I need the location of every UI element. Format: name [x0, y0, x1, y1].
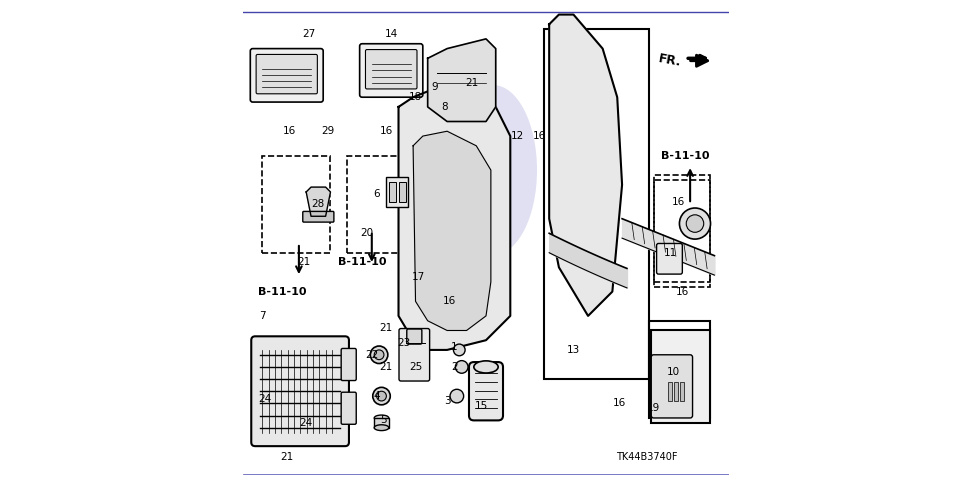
- Bar: [669, 382, 673, 401]
- Text: 13: 13: [567, 345, 580, 355]
- Bar: [399, 182, 406, 202]
- Polygon shape: [399, 87, 510, 350]
- Circle shape: [450, 389, 464, 403]
- Circle shape: [374, 350, 384, 360]
- Text: 22: 22: [365, 350, 378, 360]
- Bar: [675, 382, 678, 401]
- Text: 20: 20: [361, 228, 373, 238]
- Polygon shape: [549, 15, 622, 316]
- Circle shape: [455, 361, 469, 373]
- FancyBboxPatch shape: [657, 243, 682, 274]
- Text: 19: 19: [647, 403, 660, 413]
- Text: 4: 4: [373, 391, 380, 401]
- FancyBboxPatch shape: [341, 348, 356, 381]
- Text: 16: 16: [283, 126, 295, 136]
- Text: 25: 25: [409, 362, 422, 372]
- FancyBboxPatch shape: [251, 49, 323, 102]
- FancyBboxPatch shape: [651, 355, 692, 418]
- Ellipse shape: [374, 425, 389, 431]
- Text: B-11-10: B-11-10: [258, 287, 306, 296]
- Text: 2: 2: [451, 362, 458, 372]
- Text: 6: 6: [373, 190, 380, 199]
- Text: 17: 17: [411, 272, 425, 282]
- Text: 18: 18: [409, 92, 422, 102]
- Text: 7: 7: [260, 311, 265, 321]
- Text: 28: 28: [312, 199, 325, 209]
- Circle shape: [373, 387, 390, 405]
- FancyBboxPatch shape: [256, 54, 317, 94]
- FancyBboxPatch shape: [406, 329, 422, 344]
- Text: 24: 24: [299, 418, 313, 428]
- Bar: [680, 382, 684, 401]
- Bar: [389, 182, 397, 202]
- Text: 23: 23: [397, 338, 410, 347]
- Ellipse shape: [374, 415, 389, 421]
- Text: 16: 16: [443, 296, 456, 306]
- Text: 21: 21: [380, 362, 393, 372]
- Polygon shape: [428, 39, 496, 122]
- Text: 3: 3: [444, 396, 450, 406]
- FancyBboxPatch shape: [341, 392, 356, 424]
- FancyBboxPatch shape: [469, 362, 503, 420]
- Ellipse shape: [474, 361, 499, 373]
- Text: 14: 14: [385, 29, 398, 39]
- Text: 16: 16: [672, 197, 684, 207]
- Ellipse shape: [449, 85, 537, 255]
- Text: 16: 16: [380, 126, 393, 136]
- Polygon shape: [306, 187, 330, 216]
- FancyBboxPatch shape: [399, 329, 430, 381]
- Text: 1: 1: [451, 343, 458, 352]
- Text: TK44B3740F: TK44B3740F: [616, 452, 678, 462]
- Polygon shape: [413, 131, 491, 330]
- Circle shape: [370, 346, 388, 364]
- Text: 10: 10: [667, 367, 679, 377]
- Text: 29: 29: [322, 126, 334, 136]
- Bar: [651, 330, 710, 423]
- Text: 12: 12: [511, 131, 524, 141]
- Text: B-11-10: B-11-10: [338, 258, 386, 267]
- Text: 24: 24: [259, 394, 271, 403]
- Text: 16: 16: [677, 287, 689, 296]
- Bar: [387, 177, 408, 207]
- FancyBboxPatch shape: [251, 336, 349, 446]
- Text: 8: 8: [441, 102, 448, 112]
- Bar: [374, 418, 389, 428]
- Text: 21: 21: [465, 78, 478, 87]
- Circle shape: [377, 391, 387, 401]
- Text: 9: 9: [432, 83, 438, 92]
- Text: 16: 16: [613, 399, 626, 408]
- Text: 5: 5: [381, 416, 387, 425]
- Text: FR.: FR.: [658, 52, 683, 69]
- Text: 21: 21: [297, 258, 310, 267]
- Circle shape: [453, 344, 466, 356]
- FancyBboxPatch shape: [365, 50, 417, 89]
- Text: 21: 21: [280, 452, 294, 462]
- Text: 11: 11: [664, 248, 677, 258]
- Text: 27: 27: [302, 29, 315, 39]
- FancyBboxPatch shape: [360, 44, 423, 97]
- Text: 15: 15: [474, 401, 488, 411]
- Text: 21: 21: [380, 323, 393, 333]
- Circle shape: [686, 215, 704, 232]
- FancyBboxPatch shape: [303, 211, 334, 222]
- Text: 16: 16: [533, 131, 546, 141]
- Text: B-11-10: B-11-10: [661, 151, 710, 160]
- Circle shape: [679, 208, 711, 239]
